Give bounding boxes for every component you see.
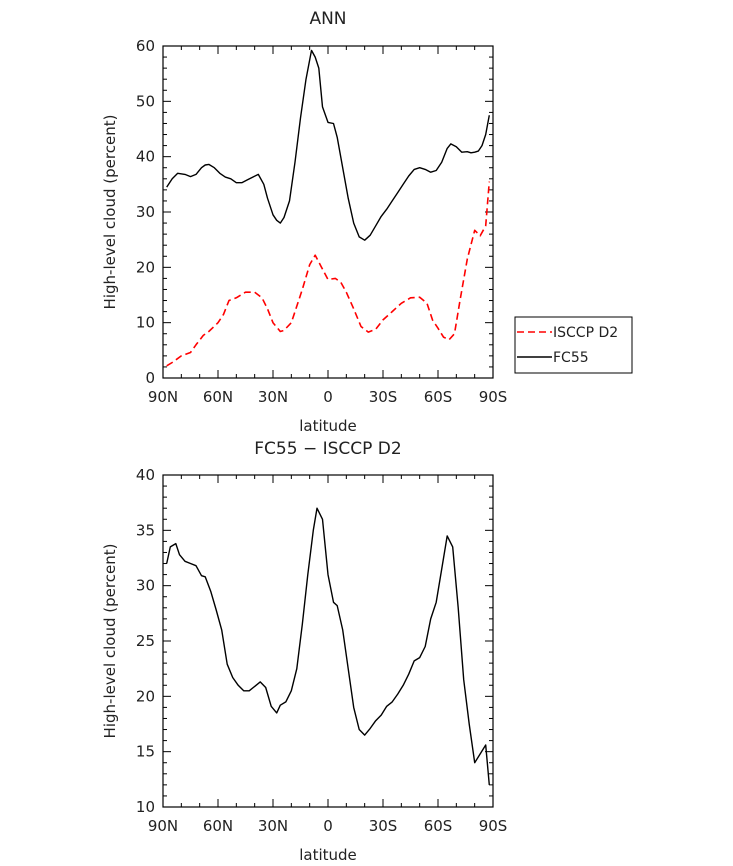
series-line-isccp-d2 [166,181,491,367]
y-tick-label: 0 [145,369,155,387]
chart-title: FC55 − ISCCP D2 [254,439,401,459]
y-tick-label: 10 [136,798,155,816]
y-axis-title: High-level cloud (percent) [101,115,119,310]
x-axis-title: latitude [299,417,357,435]
legend-box [514,316,633,374]
y-tick-label: 10 [136,314,155,332]
x-axis-title: latitude [299,846,357,864]
x-tick-label: 90N [148,388,178,406]
legend-label-isccp: ISCCP D2 [553,325,618,341]
series-lines [166,507,490,785]
axis-ticks [162,474,494,808]
x-tick-label: 90S [479,817,508,835]
y-tick-label: 20 [136,687,155,705]
legend-label-fc55: FC55 [553,350,589,366]
x-tick-labels: 90N 60N 30N 0 30S 60S 90S [148,388,507,406]
y-tick-label: 25 [136,632,155,650]
x-tick-label: 0 [323,817,333,835]
x-tick-label: 30N [258,388,288,406]
y-tick-label: 60 [136,37,155,55]
x-tick-label: 0 [323,388,333,406]
chart-difference-high-cloud: FC55 − ISCCP D2 10 15 20 25 30 35 40 90N 60N 30N… [101,439,507,864]
y-axis-title: High-level cloud (percent) [101,544,119,739]
x-tick-label: 90N [148,817,178,835]
x-tick-label: 60S [424,388,453,406]
x-tick-label: 60N [203,817,233,835]
y-tick-labels: 0 10 20 30 40 50 60 [136,37,155,387]
y-tick-labels: 10 15 20 25 30 35 40 [136,466,155,816]
y-tick-label: 35 [136,521,155,539]
y-tick-label: 30 [136,203,155,221]
legend: ISCCP D2 FC55 [514,316,633,374]
plot-frame [162,474,494,808]
series-lines [166,49,491,367]
series-line-fc55 [166,49,490,241]
x-tick-label: 30S [369,817,398,835]
x-tick-label: 30N [258,817,288,835]
x-tick-label: 30S [369,388,398,406]
y-tick-label: 40 [136,466,155,484]
series-line-difference [166,507,490,785]
x-tick-label: 60S [424,817,453,835]
y-tick-label: 30 [136,577,155,595]
y-tick-label: 50 [136,92,155,110]
x-tick-label: 60N [203,388,233,406]
x-tick-label: 90S [479,388,508,406]
chart-title: ANN [309,9,346,29]
y-tick-label: 15 [136,743,155,761]
y-tick-label: 40 [136,148,155,166]
chart-annual-high-cloud: ANN 0 10 20 30 40 50 60 90N 60N 30N 0 30S 60S 90S Hi… [101,9,633,435]
x-tick-labels: 90N 60N 30N 0 30S 60S 90S [148,817,507,835]
axis-ticks [162,45,494,379]
y-tick-label: 20 [136,258,155,276]
